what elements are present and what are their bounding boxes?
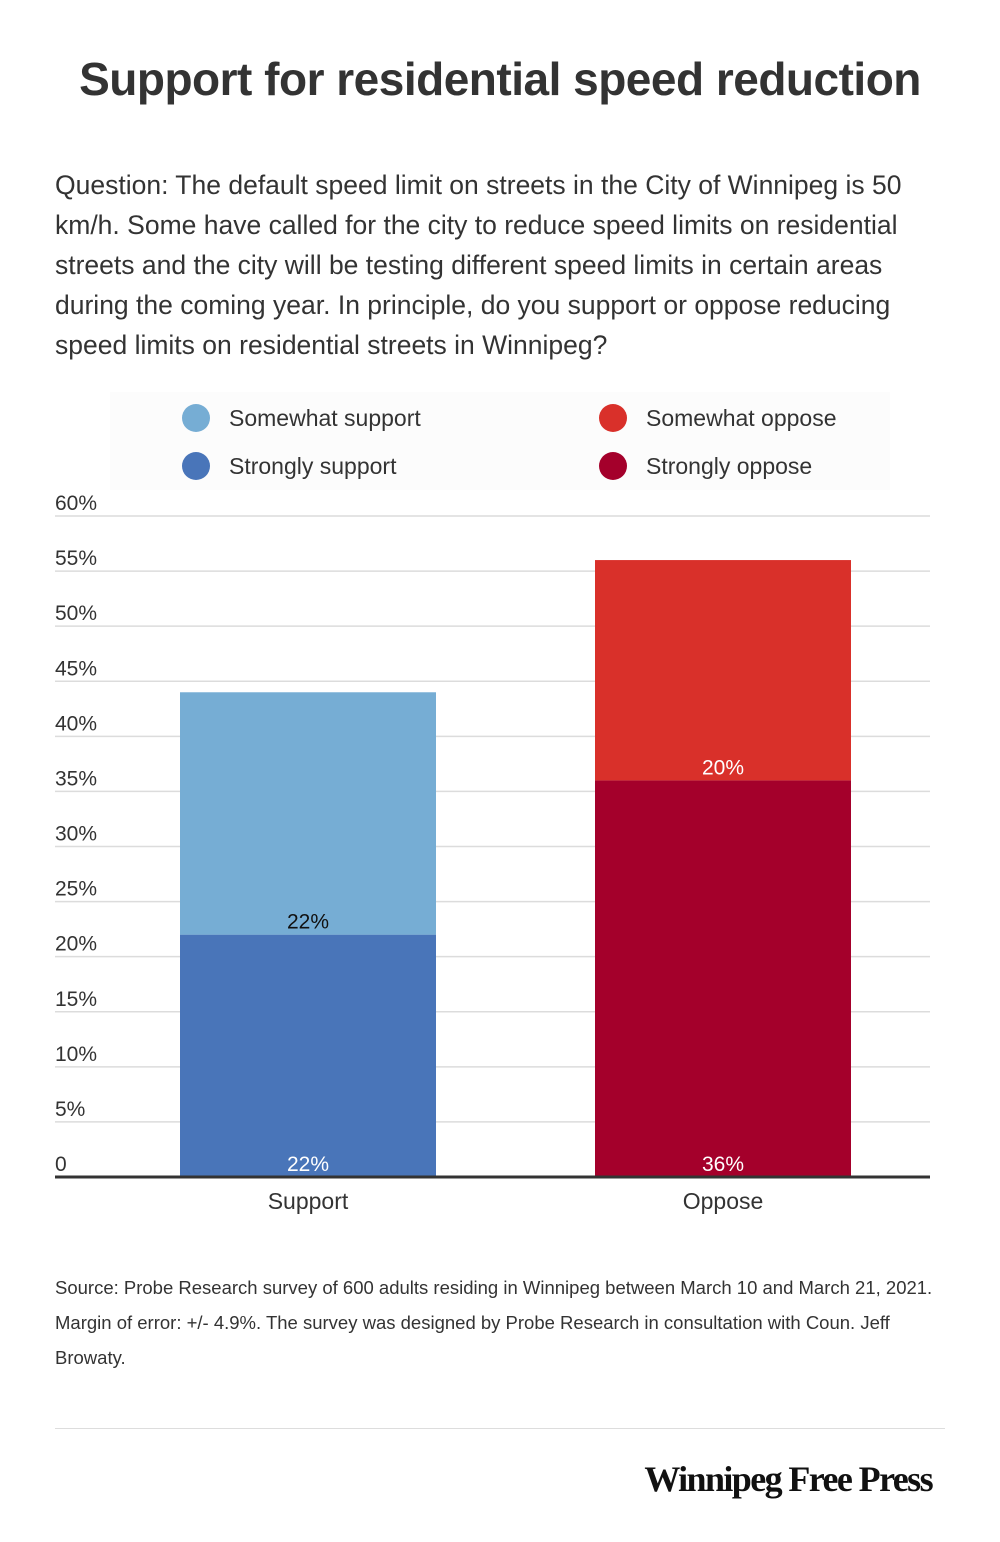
x-category-label: Oppose (683, 1188, 764, 1214)
y-tick-label: 10% (55, 1043, 97, 1066)
y-tick-label: 55% (55, 547, 97, 570)
legend-item-somewhat-oppose: Somewhat oppose (599, 404, 837, 432)
chart-title: Support for residential speed reduction (79, 53, 921, 105)
y-tick-label: 15% (55, 988, 97, 1011)
y-tick-label: 40% (55, 712, 97, 735)
publisher-logo: Winnipeg Free Press (644, 1459, 933, 1499)
y-tick-label: 5% (55, 1098, 85, 1121)
y-tick-label: 45% (55, 657, 97, 680)
data-label: 36% (702, 1153, 744, 1176)
bar-support-somewhat-support (180, 692, 436, 935)
y-tick-label: 35% (55, 767, 97, 790)
y-tick-label: 25% (55, 878, 97, 901)
bar-oppose-somewhat-oppose (595, 560, 851, 781)
y-tick-label: 50% (55, 602, 97, 625)
legend-label: Somewhat oppose (646, 404, 837, 431)
survey-question: Question: The default speed limit on str… (55, 170, 902, 360)
legend-swatch-strongly-oppose (599, 452, 627, 480)
data-label: 20% (702, 756, 744, 779)
legend-item-strongly-oppose: Strongly oppose (599, 452, 812, 480)
y-tick-label: 20% (55, 933, 97, 956)
footer-divider (55, 1428, 945, 1429)
stacked-bar-chart: 0 5% 10% 15% 20% 25% 30% 35% 40% 45% 50% 55% 60% 22% 2… (55, 492, 930, 1214)
bar-oppose-strongly-oppose (595, 780, 851, 1177)
legend-label: Strongly oppose (646, 452, 813, 479)
legend-item-strongly-support: Strongly support (182, 452, 396, 480)
y-tick-label: 0 (55, 1153, 67, 1176)
legend-swatch-strongly-support (182, 452, 210, 480)
legend-label: Somewhat support (229, 404, 421, 431)
legend-swatch-somewhat-oppose (599, 404, 627, 432)
y-tick-label: 60% (55, 492, 97, 515)
legend-item-somewhat-support: Somewhat support (182, 404, 421, 432)
x-category-label: Support (268, 1188, 349, 1214)
source-note: Source: Probe Research survey of 600 adu… (55, 1277, 933, 1368)
legend: Somewhat support Somewhat oppose Strongl… (110, 392, 890, 490)
bar-support-strongly-support (180, 934, 436, 1177)
data-label: 22% (287, 1153, 329, 1176)
y-tick-label: 30% (55, 823, 97, 846)
legend-label: Strongly support (229, 452, 397, 479)
legend-swatch-somewhat-support (182, 404, 210, 432)
data-label: 22% (287, 911, 329, 934)
